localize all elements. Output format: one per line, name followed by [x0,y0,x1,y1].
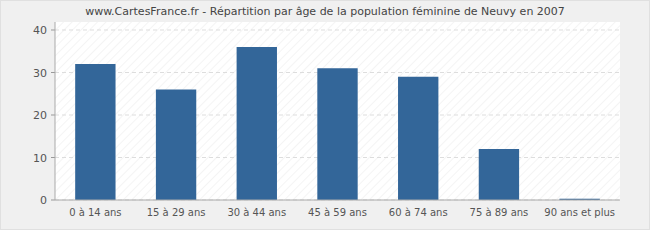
tick-mark [51,200,55,201]
y-axis [55,22,56,200]
chart-container: www.CartesFrance.fr - Répartition par âg… [0,0,650,230]
y-tick-label: 10 [33,152,47,165]
x-tick-label: 45 à 59 ans [308,207,367,218]
x-tick-label: 15 à 29 ans [147,207,206,218]
y-tick-label: 40 [33,24,47,37]
chart-svg: www.CartesFrance.fr - Répartition par âg… [0,0,650,230]
grid-line [55,30,620,31]
x-tick-label: 60 à 74 ans [389,207,448,218]
grid-line [55,200,620,201]
x-tick-label: 75 à 89 ans [470,207,529,218]
plot-area [55,22,620,200]
bar [156,90,196,201]
tick-mark [51,115,55,116]
y-tick-label: 0 [40,194,47,207]
tick-mark [51,30,55,31]
x-tick-label: 30 à 44 ans [227,207,286,218]
bar [479,149,519,200]
x-axis [55,200,620,201]
x-tick-label: 0 à 14 ans [69,207,121,218]
bar [75,64,115,200]
bars [75,47,600,200]
y-tick-label: 30 [33,67,47,80]
bar [237,47,277,200]
bar [398,77,438,200]
x-tick-label: 90 ans et plus [544,207,615,218]
y-tick-label: 20 [33,109,47,122]
tick-mark [51,157,55,158]
bar [317,68,357,200]
title: www.CartesFrance.fr - Répartition par âg… [85,5,565,18]
background [1,1,650,230]
tick-mark [51,72,55,73]
